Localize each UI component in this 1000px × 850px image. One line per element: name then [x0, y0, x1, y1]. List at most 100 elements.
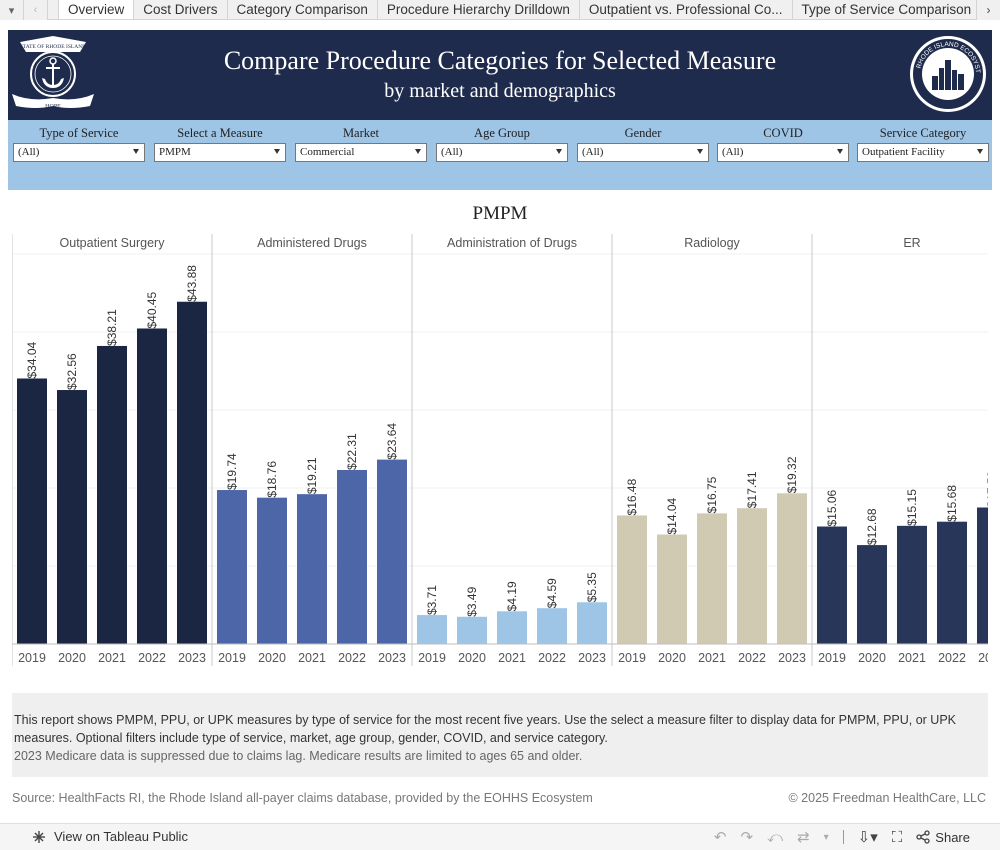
x-tick-label: 2019 [618, 651, 646, 665]
filter-label: Service Category [879, 126, 967, 140]
undo-icon[interactable]: ↶ [713, 829, 727, 846]
filter-covid: COVID (All) [717, 126, 849, 162]
filter-label: Gender [624, 126, 662, 140]
bar-2-2[interactable] [497, 611, 527, 644]
x-tick-label: 2019 [18, 651, 46, 665]
bar-3-1[interactable] [657, 534, 687, 644]
x-tick-label: 2022 [738, 651, 766, 665]
bar-2-3[interactable] [537, 608, 567, 644]
redo-icon[interactable]: ↷ [740, 829, 754, 846]
filter-bar: Type of Service (All) Select a Measure P… [8, 120, 992, 190]
tab-cost-drivers[interactable]: Cost Drivers [134, 0, 228, 19]
tableau-toolbar: View on Tableau Public ↶ ↷ ⤺ ⇄ ▾ ⇩▾ ⛶ Sh… [0, 823, 1000, 850]
bar-3-4[interactable] [777, 493, 807, 644]
revert-icon[interactable]: ⤺ [767, 828, 784, 846]
gender-dropdown[interactable]: (All) [577, 143, 709, 162]
tab-scroll-right[interactable]: › [976, 0, 1000, 20]
filter-label: Type of Service [39, 126, 119, 140]
x-tick-label: 2019 [818, 651, 846, 665]
dropdown-arrow-icon [274, 149, 280, 154]
bar-value-label: $34.04 [25, 341, 39, 378]
panel-header-4: ER [903, 236, 920, 250]
x-tick-label: 2021 [98, 651, 126, 665]
x-tick-label: 2020 [58, 651, 86, 665]
toolbar-separator [842, 830, 844, 844]
measure-dropdown[interactable]: PMPM [154, 143, 286, 162]
bar-1-3[interactable] [337, 469, 367, 644]
bar-3-2[interactable] [697, 513, 727, 644]
bar-4-3[interactable] [937, 521, 967, 644]
covid-dropdown[interactable]: (All) [717, 143, 849, 162]
tab-overview[interactable]: Overview [58, 0, 135, 19]
filter-label: COVID [763, 126, 803, 140]
bar-value-label: $16.75 [705, 476, 719, 513]
bar-0-0[interactable] [17, 378, 47, 644]
bar-value-label: $17.41 [745, 471, 759, 508]
bar-value-label: $15.15 [905, 489, 919, 526]
bar-1-1[interactable] [257, 497, 287, 644]
type-of-service-dropdown[interactable]: (All) [13, 143, 145, 162]
bar-4-0[interactable] [817, 526, 847, 644]
filter-measure: Select a Measure PMPM [154, 126, 286, 162]
dropdown-arrow-icon [415, 149, 421, 154]
tab-procedure-hierarchy[interactable]: Procedure Hierarchy Drilldown [377, 0, 580, 19]
age-group-dropdown[interactable]: (All) [436, 143, 568, 162]
bar-0-2[interactable] [97, 345, 127, 644]
chevron-right-icon: › [986, 3, 991, 17]
view-on-tableau-public-link[interactable]: View on Tableau Public [32, 829, 188, 844]
bar-4-4[interactable] [977, 507, 1000, 645]
bar-value-label: $38.21 [105, 309, 119, 346]
tab-menu-dropdown[interactable]: ▾ [0, 0, 24, 20]
service-category-dropdown[interactable]: Outpatient Facility [857, 143, 989, 162]
bar-2-1[interactable] [457, 616, 487, 644]
bar-4-1[interactable] [857, 545, 887, 644]
share-button[interactable]: Share [916, 830, 970, 845]
x-tick-label: 2020 [858, 651, 886, 665]
bar-4-2[interactable] [897, 525, 927, 644]
bar-value-label: $5.35 [585, 572, 599, 602]
bar-2-4[interactable] [577, 602, 607, 644]
source-text: Source: HealthFacts RI, the Rhode Island… [12, 791, 593, 805]
bar-value-label: $14.04 [665, 497, 679, 534]
filter-age-group: Age Group (All) [436, 126, 568, 162]
bar-value-label: $4.59 [545, 578, 559, 608]
bar-3-0[interactable] [617, 515, 647, 644]
bar-value-label: $3.49 [465, 586, 479, 616]
dropdown-arrow-icon [556, 149, 562, 154]
x-tick-label: 2022 [538, 651, 566, 665]
bar-0-4[interactable] [177, 301, 207, 644]
tab-type-of-service[interactable]: Type of Service Comparison [792, 0, 976, 19]
tab-outpatient-vs-professional[interactable]: Outpatient vs. Professional Co... [579, 0, 793, 19]
view-on-tableau-label: View on Tableau Public [54, 829, 188, 844]
refresh-dropdown-icon[interactable]: ▾ [823, 831, 829, 843]
filter-label: Age Group [474, 126, 530, 140]
page-title: Compare Procedure Categories for Selecte… [223, 46, 777, 75]
bar-0-1[interactable] [57, 390, 87, 644]
bar-value-label: $17.50 [985, 470, 999, 507]
x-tick-label: 2020 [258, 651, 286, 665]
rhode-island-seal-logo: STATE OF RHODE ISLAND HOPE [12, 36, 94, 110]
bar-value-label: $22.31 [345, 433, 359, 470]
bar-value-label: $16.48 [625, 478, 639, 515]
seal-text-top: STATE OF RHODE ISLAND [20, 44, 86, 50]
bar-chart: Outpatient Surgery $34.04 2019 $32.56 2020 $3… [12, 234, 1000, 666]
x-tick-label: 2023 [978, 651, 1000, 665]
download-icon[interactable]: ⇩▾ [857, 829, 878, 846]
fullscreen-icon[interactable]: ⛶ [891, 828, 903, 846]
x-tick-label: 2021 [898, 651, 926, 665]
panel-header-1: Administered Drugs [257, 236, 367, 250]
bar-0-3[interactable] [137, 328, 167, 644]
bar-3-3[interactable] [737, 508, 767, 644]
bar-1-4[interactable] [377, 459, 407, 644]
bar-2-0[interactable] [417, 615, 447, 644]
market-dropdown[interactable]: Commercial [295, 143, 427, 162]
bar-1-0[interactable] [217, 490, 247, 644]
tab-scroll-left[interactable]: ‹ [24, 0, 48, 20]
note-medicare: 2023 Medicare data is suppressed due to … [14, 749, 583, 763]
bar-value-label: $23.64 [385, 423, 399, 460]
bar-1-2[interactable] [297, 494, 327, 644]
bar-value-label: $15.68 [945, 485, 959, 522]
refresh-icon[interactable]: ⇄ [797, 829, 810, 846]
tab-category-comparison[interactable]: Category Comparison [227, 0, 378, 19]
x-tick-label: 2023 [778, 651, 806, 665]
